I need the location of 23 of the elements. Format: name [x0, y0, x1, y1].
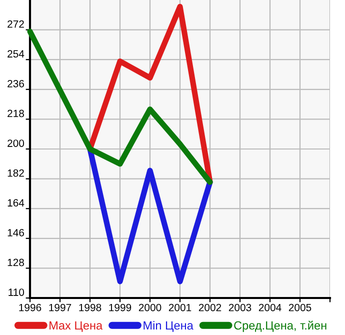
- y-tick-label: 254: [8, 50, 24, 58]
- x-tick-label: 2000: [138, 304, 162, 312]
- legend-label: Min Цена: [144, 320, 194, 332]
- x-tick-label: 2005: [288, 304, 312, 312]
- y-tick-label: 218: [8, 110, 24, 118]
- legend-label: Max Цена: [50, 321, 103, 332]
- y-tick-label: 182: [8, 169, 24, 177]
- y-tick-label: 236: [8, 80, 24, 88]
- legend-label: Сред.Цена, т.йен: [234, 320, 326, 332]
- x-tick-label: 1998: [79, 304, 102, 312]
- x-tick-label: 1997: [49, 304, 72, 312]
- y-tick-label: 200: [8, 140, 24, 147]
- y-tick-label: 164: [8, 199, 24, 207]
- x-tick-label: 1996: [19, 304, 42, 312]
- y-tick-label: 272: [8, 20, 24, 28]
- x-tick-label: 2004: [258, 304, 282, 312]
- y-tick-label: 128: [8, 258, 24, 266]
- x-tick-label: 2003: [228, 304, 252, 312]
- x-tick-label: 2002: [198, 304, 222, 312]
- x-tick-label: 1999: [109, 304, 132, 312]
- y-tick-label: 110: [8, 288, 24, 296]
- y-tick-label: 146: [8, 228, 24, 236]
- x-tick-label: 2001: [168, 304, 192, 312]
